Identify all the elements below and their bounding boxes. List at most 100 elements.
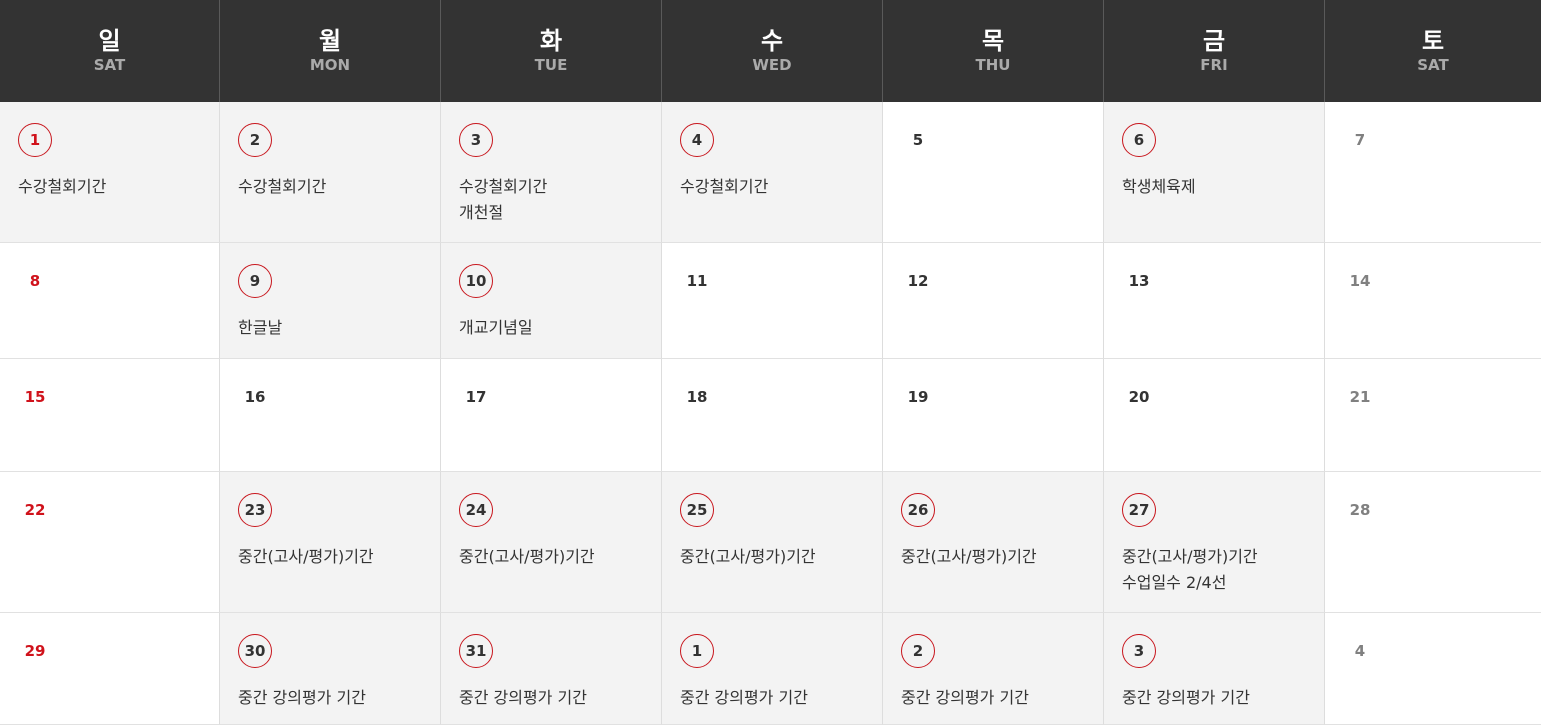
event-item[interactable]: 중간(고사/평가)기간 [1122,547,1258,566]
event-list: 중간 강의평가 기간 [238,685,366,711]
calendar-day-cell[interactable]: 15 [0,359,219,472]
calendar-day-cell[interactable]: 3 중간 강의평가 기간 [1103,613,1324,725]
event-item[interactable]: 중간 강의평가 기간 [901,688,1029,707]
event-item[interactable]: 중간(고사/평가)기간 [238,547,374,566]
day-number-event-marker: 2 [238,123,272,157]
calendar-day-cell[interactable]: 25 중간(고사/평가)기간 [661,472,882,613]
calendar-day-cell[interactable]: 3 수강철회기간 개천절 [440,102,661,243]
calendar-day-cell[interactable]: 19 [882,359,1103,472]
event-item[interactable]: 중간 강의평가 기간 [680,688,808,707]
calendar-day-cell[interactable]: 29 [0,613,219,725]
event-item[interactable]: 수강철회기간 [459,177,548,196]
day-number: 28 [1349,501,1371,519]
calendar-day-cell[interactable]: 30 중간 강의평가 기간 [219,613,440,725]
event-item[interactable]: 수강철회기간 [238,177,327,196]
event-list: 수강철회기간 [238,174,326,200]
event-list: 중간(고사/평가)기간 [680,544,816,570]
calendar-day-cell[interactable]: 5 [882,102,1103,243]
calendar-day-cell[interactable]: 13 [1103,243,1324,359]
calendar-day-cell[interactable]: 26 중간(고사/평가)기간 [882,472,1103,613]
day-number: 5 [912,131,924,149]
day-number: 16 [244,388,266,406]
day-number-event-marker: 10 [459,264,493,298]
day-number: 12 [907,272,929,290]
calendar-day-cell[interactable]: 4 수강철회기간 [661,102,882,243]
weekday-label-english: FRI [1200,56,1228,74]
event-item[interactable]: 수강철회기간 [18,177,107,196]
calendar-day-cell[interactable]: 1 중간 강의평가 기간 [661,613,882,725]
weekday-label-korean: 토 [1421,27,1445,55]
calendar-day-cell[interactable]: 1 수강철회기간 [0,102,219,243]
event-item[interactable]: 중간 강의평가 기간 [238,688,366,707]
weekday-label-korean: 월 [318,27,342,55]
weekday-label-korean: 수 [760,27,784,55]
calendar-day-cell[interactable]: 2 수강철회기간 [219,102,440,243]
day-number: 19 [907,388,929,406]
event-item[interactable]: 한글날 [238,318,283,337]
event-item[interactable]: 수강철회기간 [680,177,769,196]
event-item[interactable]: 학생체육제 [1122,177,1196,196]
day-number-event-marker: 1 [680,634,714,668]
calendar-day-cell[interactable]: 8 [0,243,219,359]
event-item[interactable]: 중간(고사/평가)기간 [901,547,1037,566]
weekday-label-english: SAT [93,56,126,74]
weekday-label-korean: 목 [981,27,1005,55]
calendar-day-cell[interactable]: 4 [1324,613,1541,725]
weekday-header-monday: 월 MON [219,0,440,102]
calendar-day-cell[interactable]: 27 중간(고사/평가)기간 수업일수 2/4선 [1103,472,1324,613]
day-number: 21 [1349,388,1371,406]
calendar-day-cell[interactable]: 7 [1324,102,1541,243]
day-number: 20 [1128,388,1150,406]
event-list: 개교기념일 [459,315,533,341]
day-number-event-marker: 2 [901,634,935,668]
calendar-day-cell[interactable]: 18 [661,359,882,472]
calendar-day-cell[interactable]: 10 개교기념일 [440,243,661,359]
calendar-day-cell[interactable]: 11 [661,243,882,359]
event-item[interactable]: 중간 강의평가 기간 [459,688,587,707]
weekday-label-english: WED [752,56,792,74]
day-number-event-marker: 6 [1122,123,1156,157]
calendar-day-cell[interactable]: 31 중간 강의평가 기간 [440,613,661,725]
calendar-day-cell[interactable]: 9 한글날 [219,243,440,359]
day-number-event-marker: 23 [238,493,272,527]
calendar-day-cell[interactable]: 28 [1324,472,1541,613]
weekday-label-english: TUE [534,56,568,74]
weekday-header-wednesday: 수 WED [661,0,882,102]
day-number-event-marker: 31 [459,634,493,668]
day-number: 22 [24,501,46,519]
weekday-label-korean: 금 [1202,27,1226,55]
event-item[interactable]: 개교기념일 [459,318,533,337]
day-number: 29 [24,642,46,660]
weekday-label-korean: 일 [98,27,121,55]
day-number-event-marker: 9 [238,264,272,298]
event-list: 중간 강의평가 기간 [901,685,1029,711]
calendar-day-cell[interactable]: 23 중간(고사/평가)기간 [219,472,440,613]
calendar-day-cell[interactable]: 14 [1324,243,1541,359]
calendar-day-cell[interactable]: 17 [440,359,661,472]
event-item[interactable]: 중간(고사/평가)기간 [459,547,595,566]
weekday-label-english: THU [975,56,1011,74]
calendar-day-cell[interactable]: 16 [219,359,440,472]
event-list: 중간(고사/평가)기간 [238,544,374,570]
calendar-day-cell[interactable]: 2 중간 강의평가 기간 [882,613,1103,725]
calendar-day-cell[interactable]: 24 중간(고사/평가)기간 [440,472,661,613]
event-item[interactable]: 개천절 [459,203,504,222]
weekday-label-korean: 화 [539,27,563,55]
event-item[interactable]: 중간(고사/평가)기간 [680,547,816,566]
calendar-day-cell[interactable]: 22 [0,472,219,613]
event-item[interactable]: 수업일수 2/4선 [1122,573,1227,592]
day-number-event-marker: 26 [901,493,935,527]
calendar-day-cell[interactable]: 6 학생체육제 [1103,102,1324,243]
event-list: 수강철회기간 [680,174,768,200]
event-list: 중간 강의평가 기간 [459,685,587,711]
weekday-header-tuesday: 화 TUE [440,0,661,102]
event-item[interactable]: 중간 강의평가 기간 [1122,688,1250,707]
weekday-header-friday: 금 FRI [1103,0,1324,102]
calendar-day-cell[interactable]: 12 [882,243,1103,359]
calendar-day-cell[interactable]: 21 [1324,359,1541,472]
day-number: 4 [1354,642,1366,660]
calendar-day-cell[interactable]: 20 [1103,359,1324,472]
